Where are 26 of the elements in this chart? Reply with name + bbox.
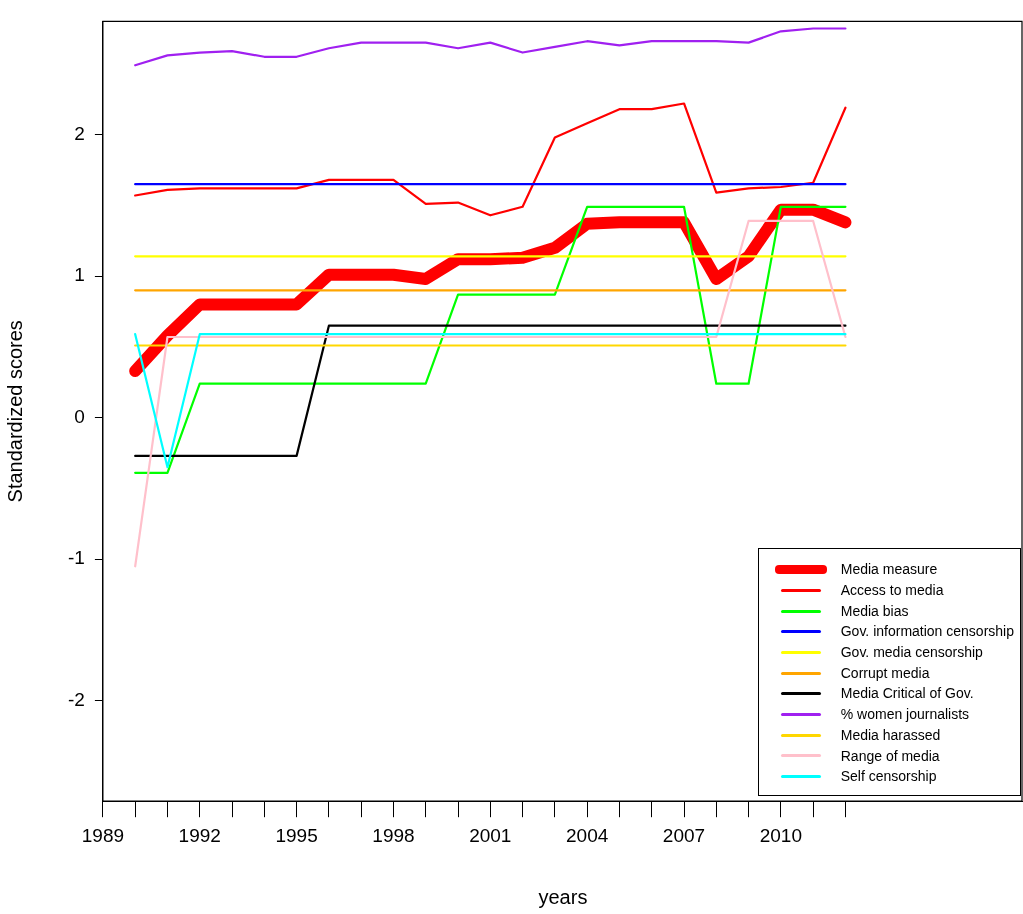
- legend-label: Media harassed: [840, 725, 941, 745]
- y-tick-label: 2: [74, 122, 85, 144]
- x-axis-title: years: [538, 885, 588, 908]
- y-tick-label: -2: [67, 688, 85, 710]
- x-tick-label: 2004: [566, 824, 609, 846]
- legend-label: Media measure: [840, 560, 938, 580]
- x-tick-label: 2001: [469, 824, 512, 846]
- x-tick-label: 1989: [81, 824, 125, 846]
- legend-label: Gov. media censorship: [840, 643, 983, 663]
- legend-label: Gov. information censorship: [840, 622, 1014, 642]
- legend-label: Access to media: [840, 580, 944, 600]
- legend-label: Self censorship: [840, 767, 937, 787]
- y-tick-label: -1: [67, 547, 85, 569]
- x-tick-label: 2010: [759, 824, 803, 846]
- y-tick-label: 1: [74, 264, 85, 286]
- x-tick-label: 1995: [275, 824, 318, 846]
- y-tick-label: 0: [74, 405, 85, 427]
- y-axis-title: Standardized scores: [3, 320, 26, 503]
- x-tick-label: 1992: [178, 824, 221, 846]
- legend-label: % women journalists: [840, 705, 970, 725]
- legend-label: Corrupt media: [840, 663, 930, 683]
- legend-label: Media bias: [840, 601, 909, 621]
- x-tick-label: 1998: [372, 824, 415, 846]
- legend-label: Range of media: [840, 746, 940, 766]
- legend-label: Media Critical of Gov.: [840, 684, 974, 704]
- x-tick-label: 2007: [662, 824, 706, 846]
